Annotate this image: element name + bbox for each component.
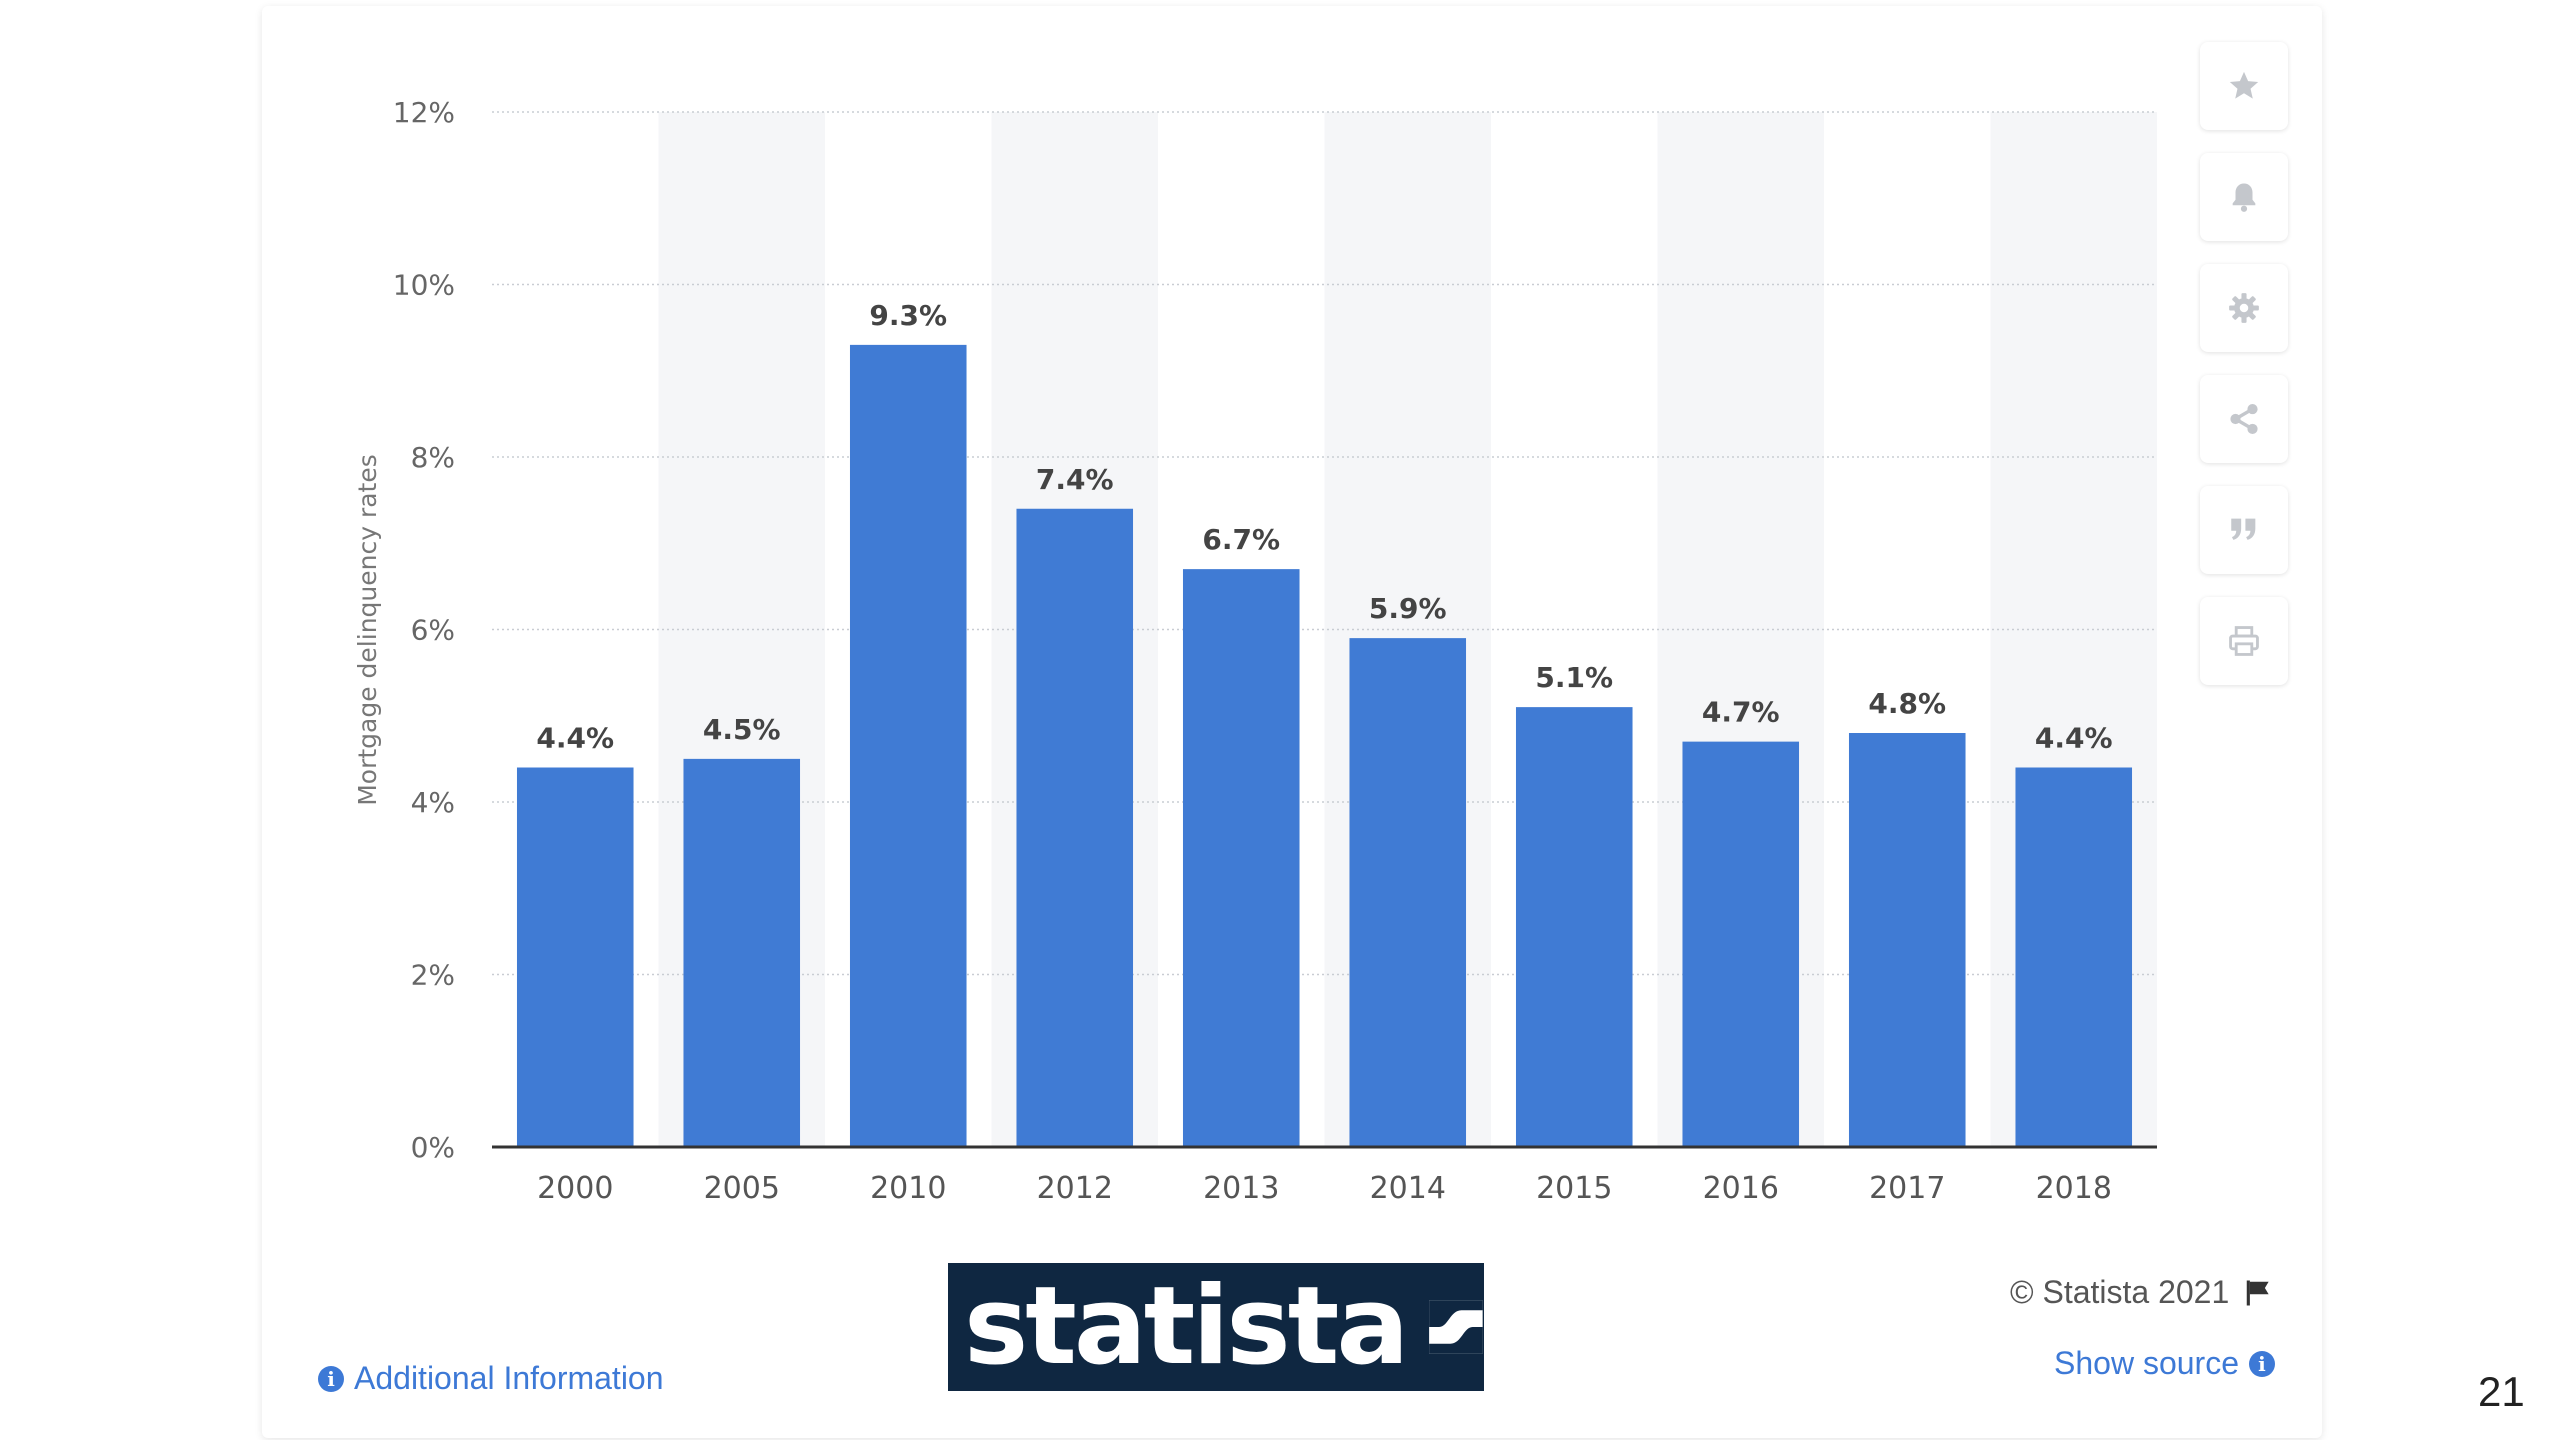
x-tick-label: 2018 <box>2036 1171 2112 1206</box>
cite-button[interactable] <box>2200 486 2288 574</box>
x-tick-label: 2010 <box>870 1171 946 1206</box>
x-tick-label: 2017 <box>1869 1171 1945 1206</box>
y-tick-label: 8% <box>411 441 455 474</box>
info-icon: i <box>318 1365 344 1392</box>
bar[interactable] <box>2015 767 2133 1148</box>
print-button[interactable] <box>2200 597 2288 685</box>
y-tick-label: 6% <box>411 614 455 647</box>
info-icon: i <box>2248 1350 2275 1377</box>
flag-icon[interactable] <box>2243 1278 2273 1308</box>
bar-value-labels: 4.4% 4.5% 9.3% 7.4% 6.7% 5.9% 5.1% 4.7% 4.8% 4.4% <box>536 299 2112 755</box>
bar[interactable] <box>1682 741 1800 1147</box>
print-icon <box>2229 626 2259 656</box>
y-tick-label: 4% <box>411 786 455 819</box>
gear-icon <box>2229 293 2259 323</box>
x-tick-label: 2014 <box>1370 1171 1446 1206</box>
bar-value-label: 4.7% <box>1702 696 1780 729</box>
bar[interactable] <box>516 767 634 1148</box>
bar[interactable] <box>1349 638 1467 1147</box>
y-tick-label: 2% <box>411 959 455 992</box>
additional-information-link[interactable]: i Additional Information <box>318 1360 664 1397</box>
bar-value-label: 7.4% <box>1036 463 1114 496</box>
bar[interactable] <box>1848 733 1966 1147</box>
y-tick-label: 12% <box>393 96 455 129</box>
favorite-button[interactable] <box>2200 42 2288 130</box>
x-tick-label: 2015 <box>1536 1171 1612 1206</box>
y-tick-label: 10% <box>393 269 455 302</box>
bar-value-label: 4.4% <box>2035 722 2113 755</box>
y-axis-label: Mortgage delinquency rates <box>353 454 382 806</box>
x-tick-label: 2005 <box>704 1171 780 1206</box>
bar[interactable] <box>1182 569 1300 1147</box>
x-tick-label: 2013 <box>1203 1171 1279 1206</box>
x-tick-label: 2012 <box>1037 1171 1113 1206</box>
notification-button[interactable] <box>2200 153 2288 241</box>
copyright-notice: © Statista 2021 <box>2010 1274 2273 1311</box>
bars <box>516 344 2133 1148</box>
bar-value-label: 4.4% <box>536 722 614 755</box>
bar[interactable] <box>1515 707 1633 1147</box>
star-icon <box>2229 71 2259 99</box>
settings-button[interactable] <box>2200 264 2288 352</box>
bar[interactable] <box>683 758 801 1147</box>
bar-value-label: 4.5% <box>703 713 781 746</box>
bar-value-label: 6.7% <box>1202 523 1280 556</box>
bar[interactable] <box>849 344 967 1147</box>
show-source-label: Show source <box>2054 1345 2239 1381</box>
show-source-link[interactable]: Show source i <box>2054 1345 2275 1382</box>
bell-icon <box>2232 183 2256 212</box>
x-tick-labels: 2000 2005 2010 2012 2013 2014 2015 2016 2017 2018 <box>537 1171 2112 1206</box>
logo-wordmark: statista <box>964 1264 1409 1389</box>
bar[interactable] <box>1016 508 1134 1147</box>
chart-toolbar <box>2200 42 2288 708</box>
bar-value-label: 9.3% <box>869 299 947 332</box>
bar-value-label: 4.8% <box>1868 687 1946 720</box>
statista-logo: statista <box>948 1263 1484 1391</box>
copyright-text: © Statista 2021 <box>2010 1274 2230 1310</box>
page-number: 21 <box>2478 1368 2525 1415</box>
x-tick-label: 2016 <box>1703 1171 1779 1206</box>
statista-logo-mark-icon <box>1429 1300 1483 1354</box>
y-tick-label: 0% <box>411 1131 455 1164</box>
share-button[interactable] <box>2200 375 2288 463</box>
y-tick-labels: 0% 2% 4% 6% 8% 10% 12% <box>393 96 455 1164</box>
additional-information-label: Additional Information <box>354 1360 664 1396</box>
bar-value-label: 5.9% <box>1369 592 1447 625</box>
quote-icon <box>2231 518 2256 540</box>
share-icon <box>2230 403 2258 435</box>
bar-value-label: 5.1% <box>1535 661 1613 694</box>
x-tick-label: 2000 <box>537 1171 613 1206</box>
